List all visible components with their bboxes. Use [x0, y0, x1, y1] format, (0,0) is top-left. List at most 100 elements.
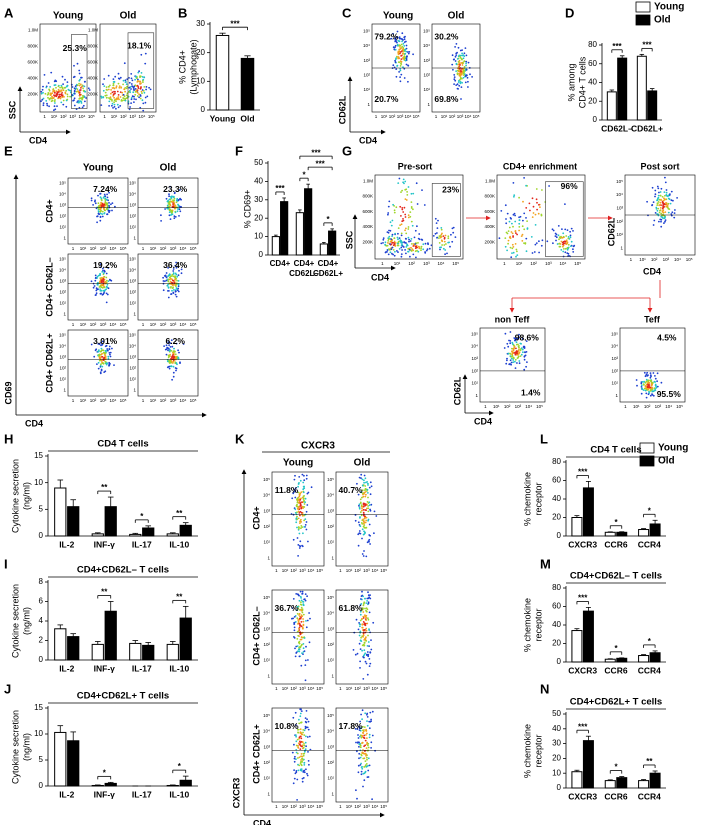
event-dot	[306, 774, 309, 777]
event-dot	[362, 555, 365, 557]
x-tick-label: 10¹	[282, 568, 289, 573]
y-tick-label: 200K	[362, 239, 373, 244]
event-dot	[505, 231, 508, 234]
y-tick-label: 60	[552, 476, 561, 485]
event-dot	[301, 780, 304, 783]
event-dot	[403, 206, 406, 209]
event-dot	[173, 217, 176, 220]
y-axis-label: receptor	[533, 734, 543, 767]
event-dot	[462, 54, 465, 56]
event-dot	[125, 81, 127, 83]
event-dot	[397, 251, 399, 254]
event-dot	[358, 476, 361, 479]
event-dot	[509, 217, 512, 219]
event-dot	[408, 51, 411, 53]
event-dot	[417, 250, 420, 253]
y-tick-label: 30	[254, 195, 263, 204]
event-dot	[562, 245, 564, 248]
bar	[606, 91, 617, 121]
plot-title: CD4+ enrichment	[503, 161, 577, 171]
event-dot	[566, 229, 569, 232]
event-dot	[102, 278, 105, 280]
event-dot	[299, 545, 302, 548]
event-dot	[96, 363, 98, 365]
y-axis-label: % among	[566, 63, 576, 101]
event-dot	[509, 237, 512, 240]
event-dot	[174, 278, 177, 281]
event-dot	[529, 209, 531, 212]
event-dot	[291, 607, 294, 609]
x-tick-label: 10²	[504, 404, 511, 409]
bar	[67, 740, 80, 787]
event-dot	[82, 96, 85, 99]
event-dot	[304, 524, 307, 526]
significance-label: ***	[311, 148, 321, 157]
event-dot	[87, 87, 90, 90]
event-dot	[305, 477, 308, 480]
gate-percent: 25.3%	[63, 43, 88, 53]
event-dot	[76, 62, 79, 65]
y-tick-label: 10¹	[423, 87, 430, 92]
event-dot	[455, 54, 458, 56]
event-dot	[298, 627, 300, 630]
event-dot	[42, 85, 44, 88]
event-dot	[302, 620, 305, 623]
event-dot	[358, 745, 360, 748]
x-tick-label: 10¹	[80, 246, 87, 251]
bar	[179, 617, 192, 661]
event-dot	[646, 371, 649, 374]
event-dot	[123, 62, 126, 65]
event-dot	[459, 76, 462, 79]
event-dot	[356, 728, 359, 730]
event-dot	[399, 48, 402, 50]
y-tick-label: 10⁴	[327, 729, 334, 734]
y-tick-label: 10⁵	[129, 257, 136, 262]
event-dot	[457, 60, 460, 63]
event-dot	[430, 244, 433, 247]
y-tick-label: 10⁴	[423, 43, 430, 48]
event-dot	[647, 380, 649, 383]
row-label: CD4+ CD62L+	[44, 333, 54, 393]
event-dot	[410, 220, 413, 223]
event-dot	[358, 504, 360, 507]
y-axis-label: receptor	[533, 608, 543, 641]
category-label: CD62L+	[313, 269, 343, 278]
event-dot	[296, 778, 299, 781]
event-dot	[99, 366, 102, 368]
event-dot	[361, 537, 363, 540]
event-dot	[301, 473, 304, 476]
bar	[616, 777, 628, 789]
event-dot	[293, 760, 296, 763]
event-dot	[367, 769, 370, 772]
event-dot	[394, 242, 397, 244]
event-dot	[371, 798, 373, 801]
significance-label: ***	[642, 40, 652, 49]
event-dot	[455, 84, 458, 86]
event-dot	[174, 211, 177, 214]
x-tick-label: 10⁴	[308, 568, 315, 573]
event-dot	[510, 361, 513, 364]
event-dot	[521, 225, 524, 228]
event-dot	[367, 764, 369, 767]
event-dot	[134, 84, 137, 87]
event-dot	[90, 197, 93, 200]
y-tick-label: 1	[63, 388, 66, 393]
event-dot	[656, 185, 659, 188]
event-dot	[518, 345, 520, 347]
event-dot	[366, 597, 369, 600]
event-dot	[303, 771, 306, 774]
event-dot	[299, 638, 302, 641]
event-dot	[73, 92, 76, 95]
event-dot	[401, 189, 403, 192]
event-dot	[465, 54, 468, 57]
x-tick-label: 10¹	[150, 398, 157, 403]
axis-label: CXCR3	[231, 778, 241, 809]
gate	[545, 181, 584, 257]
event-dot	[105, 88, 108, 91]
event-dot	[99, 289, 102, 292]
category-label: CD4+	[270, 259, 291, 268]
event-dot	[401, 40, 403, 43]
bar	[54, 731, 67, 787]
event-dot	[362, 736, 365, 739]
x-tick-label: 10¹	[80, 398, 87, 403]
